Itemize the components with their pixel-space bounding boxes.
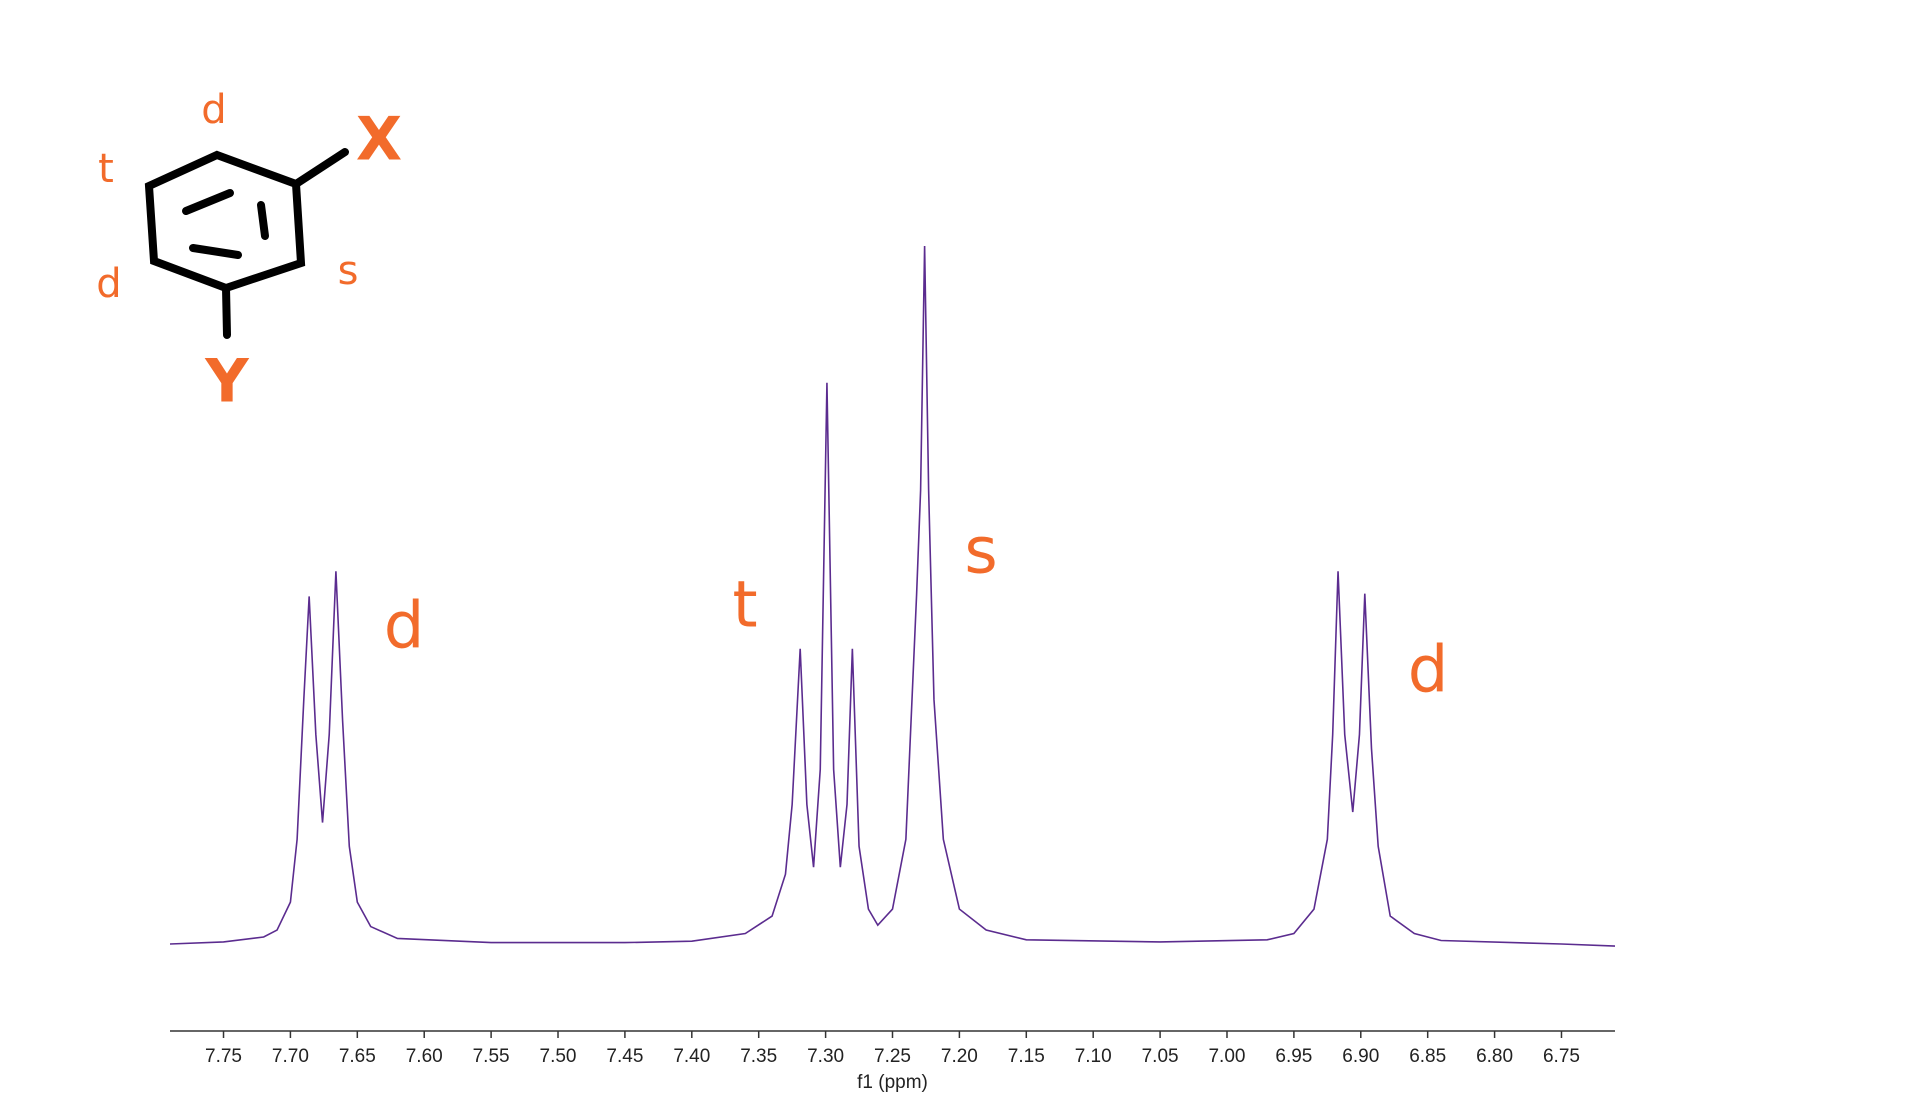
x-tick-label: 7.35 bbox=[740, 1046, 777, 1067]
structure bbox=[144, 148, 349, 339]
x-tick-label: 7.75 bbox=[205, 1046, 242, 1067]
bond-x bbox=[292, 148, 349, 188]
x-tick-label: 7.20 bbox=[941, 1046, 978, 1067]
x-tick-label: 7.50 bbox=[540, 1046, 577, 1067]
x-tick-label: 7.55 bbox=[473, 1046, 510, 1067]
peak-annotation: d bbox=[1408, 634, 1449, 708]
x-tick-label: 7.10 bbox=[1075, 1046, 1112, 1067]
x-tick-label: 6.90 bbox=[1342, 1046, 1379, 1067]
structure-label: d bbox=[96, 261, 121, 307]
x-tick-label: 7.40 bbox=[673, 1046, 710, 1067]
x-tick-label: 7.15 bbox=[1008, 1046, 1045, 1067]
structure-label: s bbox=[338, 248, 359, 294]
structure-label: X bbox=[356, 105, 402, 175]
peak-annotation: d bbox=[384, 590, 425, 664]
peak-annotation: t bbox=[732, 569, 757, 643]
structure-label: Y bbox=[204, 347, 250, 417]
spectrum-line bbox=[169, 245, 1616, 947]
x-tick-label: 6.80 bbox=[1476, 1046, 1513, 1067]
bond-y bbox=[222, 284, 231, 339]
x-tick-label: 7.45 bbox=[606, 1046, 643, 1067]
benzene-ring bbox=[144, 150, 306, 293]
structure-label: d bbox=[201, 87, 226, 133]
peak-annotation: s bbox=[964, 515, 997, 589]
x-axis-label: f1 (ppm) bbox=[857, 1072, 928, 1093]
x-tick-label: 7.25 bbox=[874, 1046, 911, 1067]
x-tick-label: 6.95 bbox=[1275, 1046, 1312, 1067]
x-tick-label: 7.60 bbox=[406, 1046, 443, 1067]
x-tick-label: 7.00 bbox=[1208, 1046, 1245, 1067]
double-bond bbox=[182, 189, 234, 215]
x-tick-label: 7.05 bbox=[1142, 1046, 1179, 1067]
x-tick-label: 7.70 bbox=[272, 1046, 309, 1067]
x-tick-label: 6.75 bbox=[1543, 1046, 1580, 1067]
double-bond bbox=[257, 201, 269, 240]
x-tick-label: 7.65 bbox=[339, 1046, 376, 1067]
double-bond bbox=[189, 244, 242, 259]
x-tick-label: 7.30 bbox=[807, 1046, 844, 1067]
structure-label: t bbox=[98, 146, 114, 192]
x-tick-label: 6.85 bbox=[1409, 1046, 1446, 1067]
